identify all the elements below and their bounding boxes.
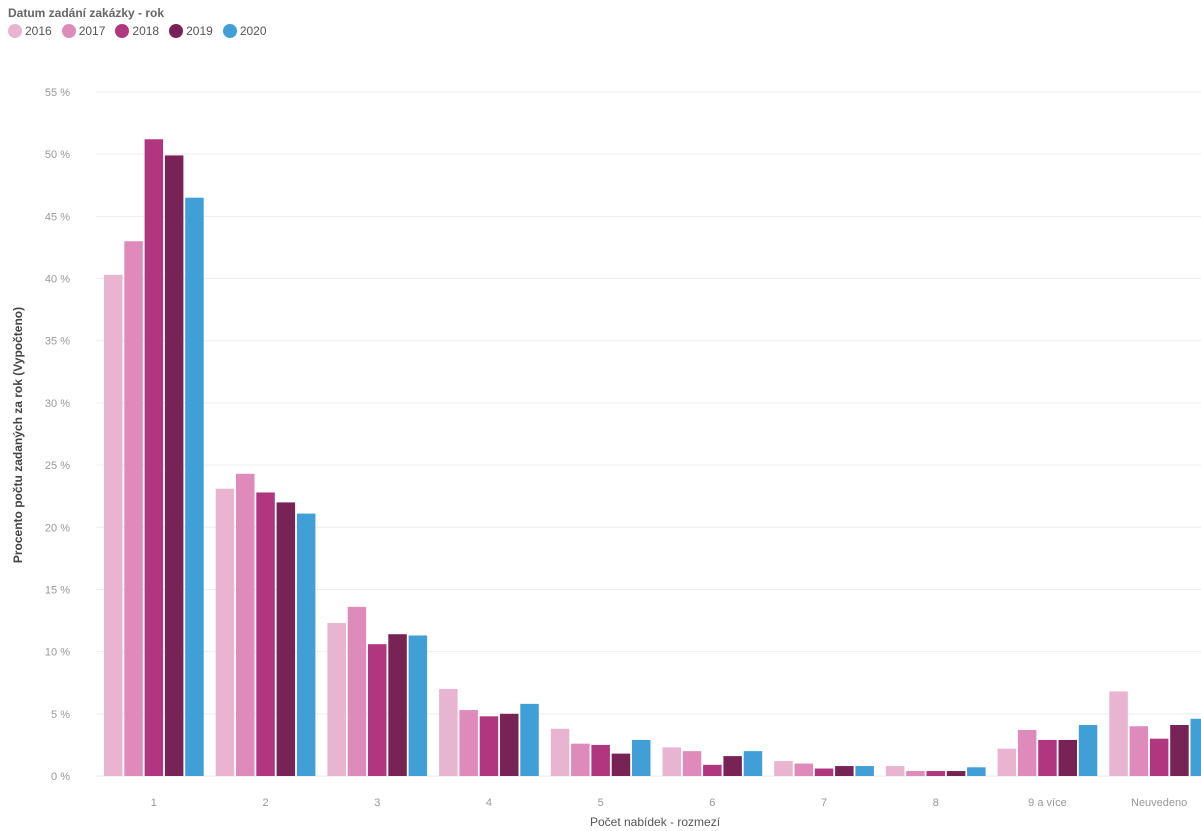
- x-tick-label: 8: [933, 797, 939, 809]
- legend-label-2019: 2019: [186, 24, 213, 38]
- bar-2017-Neuvedeno[interactable]: [1129, 726, 1149, 776]
- legend-items: 2016 2017 2018 2019 2020: [8, 24, 267, 38]
- bar-2020-5[interactable]: [632, 739, 651, 776]
- bar-2018-2[interactable]: [256, 492, 275, 776]
- x-tick-label: 4: [486, 797, 492, 809]
- bar-2020-8[interactable]: [967, 767, 986, 776]
- legend-swatch-2017: [61, 24, 76, 38]
- y-axis-title: Procento počtu zadaných za rok (Vypočten…: [11, 307, 25, 563]
- y-tick-label: 15 %: [45, 584, 70, 596]
- bar-2018-7[interactable]: [814, 768, 834, 776]
- bar-2020-9-a-více[interactable]: [1078, 725, 1098, 776]
- y-tick-label: 35 %: [45, 336, 70, 348]
- x-tick-label: 6: [709, 797, 715, 809]
- bar-2020-2[interactable]: [296, 513, 316, 776]
- bar-2018-8[interactable]: [926, 771, 946, 776]
- bar-2020-Neuvedeno[interactable]: [1190, 718, 1201, 776]
- bar-2019-1[interactable]: [164, 155, 184, 776]
- y-tick-label: 30 %: [45, 398, 70, 410]
- bar-2016-4[interactable]: [439, 688, 458, 776]
- y-tick-label: 10 %: [45, 647, 70, 659]
- legend-item-2017[interactable]: 2017: [61, 24, 106, 38]
- legend-swatch-2016: [8, 24, 22, 38]
- bar-2019-8[interactable]: [946, 771, 966, 776]
- bar-2020-7[interactable]: [855, 766, 874, 776]
- bar-2018-5[interactable]: [591, 744, 610, 776]
- y-tick-label: 45 %: [45, 211, 70, 223]
- legend-item-2020[interactable]: 2020: [222, 24, 267, 38]
- bar-2018-1[interactable]: [144, 139, 164, 776]
- bar-2017-2[interactable]: [236, 473, 255, 776]
- x-tick-label: 9 a více: [1028, 797, 1067, 809]
- bar-2018-6[interactable]: [703, 764, 722, 776]
- legend-swatch-2018: [115, 24, 130, 38]
- bar-2019-Neuvedeno[interactable]: [1170, 725, 1189, 776]
- bars: [104, 139, 1201, 777]
- bar-2020-3[interactable]: [408, 635, 428, 776]
- bar-2016-3[interactable]: [327, 623, 346, 776]
- bar-2016-9-a-více[interactable]: [997, 748, 1017, 776]
- x-tick-label: 5: [598, 797, 604, 809]
- legend-item-2019[interactable]: 2019: [169, 24, 213, 38]
- bar-2019-7[interactable]: [835, 766, 854, 776]
- bar-2017-5[interactable]: [571, 743, 590, 776]
- bar-2018-4[interactable]: [479, 716, 499, 776]
- bar-2016-2[interactable]: [215, 488, 235, 776]
- bar-2019-2[interactable]: [276, 502, 296, 776]
- bar-2016-8[interactable]: [885, 766, 905, 776]
- y-axis-ticks: 0 % 5 % 10 % 15 % 20 % 25 % 30 % 35 % 40 % 45 % 50…: [45, 87, 70, 783]
- x-tick-label: Neuvedeno: [1131, 797, 1187, 809]
- bar-2016-6[interactable]: [662, 747, 682, 776]
- bar-2017-8[interactable]: [906, 771, 925, 776]
- x-tick-label: 2: [262, 797, 268, 809]
- bar-2019-9-a-více[interactable]: [1058, 739, 1078, 776]
- bar-2016-7[interactable]: [774, 761, 793, 776]
- bar-2018-9-a-více[interactable]: [1038, 739, 1057, 776]
- bar-2019-3[interactable]: [388, 634, 407, 776]
- legend-item-2018[interactable]: 2018: [115, 24, 159, 38]
- x-axis-labels: 1 2 3 4 5 6 7 8 9 a více Neuvedeno: [151, 797, 1188, 809]
- bar-2017-1[interactable]: [124, 241, 143, 777]
- bar-2020-1[interactable]: [185, 197, 204, 776]
- y-tick-label: 0 %: [51, 771, 70, 783]
- bar-2017-9-a-více[interactable]: [1017, 729, 1037, 776]
- bar-2018-3[interactable]: [368, 644, 387, 776]
- bar-2020-6[interactable]: [743, 751, 763, 776]
- x-tick-label: 1: [151, 797, 157, 809]
- legend-label-2018: 2018: [132, 24, 160, 38]
- y-tick-label: 20 %: [45, 522, 70, 534]
- legend: Datum zadání zakázky - rok 2016 2017 201…: [8, 6, 267, 38]
- bar-2019-5[interactable]: [611, 753, 631, 776]
- bar-2019-6[interactable]: [723, 756, 742, 776]
- bar-2017-3[interactable]: [347, 606, 367, 776]
- bar-2017-6[interactable]: [682, 751, 702, 776]
- legend-label-2020: 2020: [239, 24, 267, 38]
- bar-2016-5[interactable]: [550, 728, 570, 776]
- legend-title: Datum zadání zakázky - rok: [8, 6, 165, 20]
- x-tick-label: 3: [374, 797, 380, 809]
- x-axis-title: Počet nabídek - rozmezí: [590, 815, 721, 829]
- bar-2017-4[interactable]: [459, 710, 478, 776]
- y-tick-label: 40 %: [45, 274, 70, 286]
- legend-label-2017: 2017: [78, 24, 106, 38]
- bar-2018-Neuvedeno[interactable]: [1149, 738, 1169, 776]
- bar-2016-Neuvedeno[interactable]: [1109, 691, 1128, 776]
- y-tick-label: 25 %: [45, 460, 70, 472]
- bar-2016-1[interactable]: [104, 274, 123, 776]
- y-tick-label: 5 %: [51, 709, 70, 721]
- bar-2017-7[interactable]: [794, 763, 814, 776]
- bar-2020-4[interactable]: [520, 703, 539, 776]
- x-tick-label: 7: [821, 797, 827, 809]
- bar-2019-4[interactable]: [500, 713, 519, 776]
- legend-label-2016: 2016: [25, 24, 52, 38]
- legend-swatch-2019: [169, 24, 184, 38]
- legend-swatch-2020: [222, 24, 237, 38]
- legend-item-2016[interactable]: 2016: [8, 24, 52, 38]
- y-tick-label: 50 %: [45, 149, 70, 161]
- y-tick-label: 55 %: [45, 87, 70, 99]
